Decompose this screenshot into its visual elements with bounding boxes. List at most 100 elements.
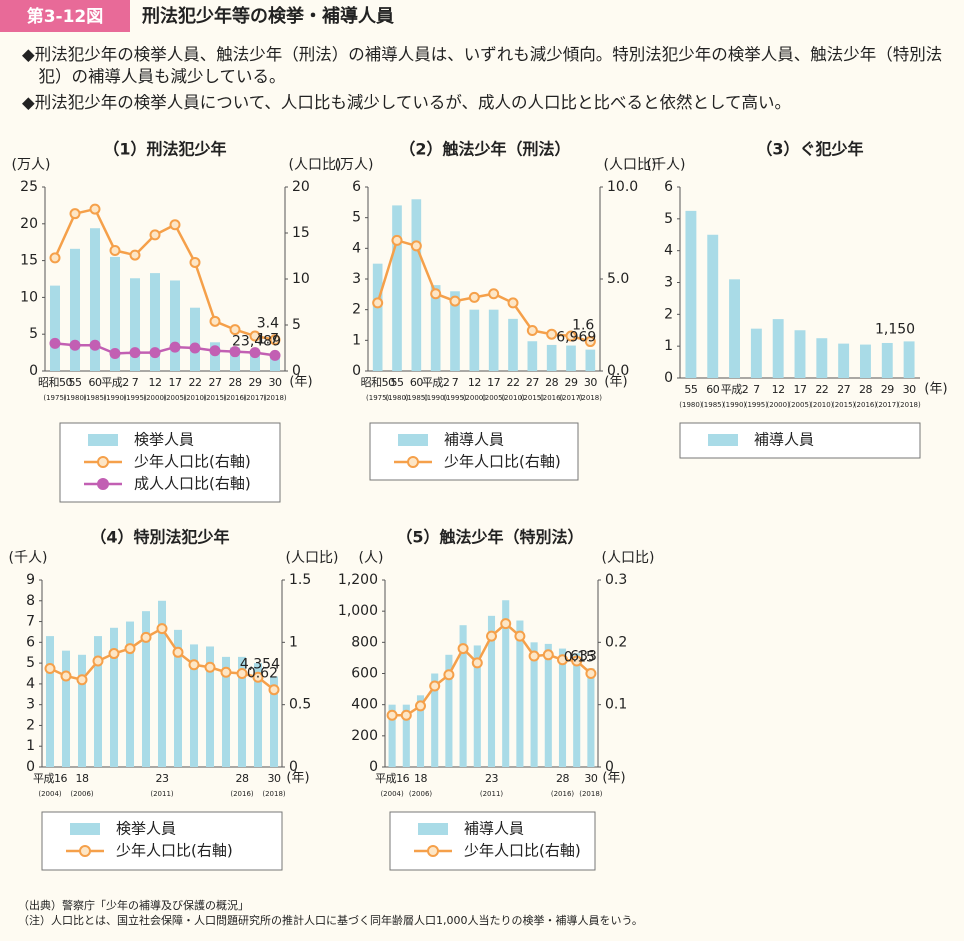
- line-marker: [571, 655, 583, 667]
- legend-swatch: [79, 845, 91, 857]
- bar: [372, 263, 383, 371]
- bar: [587, 668, 595, 767]
- x-tick-sublabel: (2016): [854, 401, 878, 409]
- x-tick-sublabel: (2004): [38, 790, 62, 798]
- bar: [729, 279, 740, 378]
- y-unit: (万人): [12, 157, 51, 173]
- value-label: 6,969: [556, 330, 596, 346]
- bar: [488, 309, 499, 371]
- bar: [707, 234, 719, 378]
- x-tick-label: 28: [236, 772, 249, 785]
- value-label: 1.7: [257, 331, 279, 347]
- bar: [750, 328, 762, 378]
- x-tick-label: 27: [526, 376, 539, 389]
- line-marker: [386, 709, 398, 721]
- bar: [206, 646, 214, 767]
- bar: [250, 351, 260, 371]
- line-marker: [220, 666, 232, 678]
- bar: [230, 347, 240, 371]
- y2-tick-label: 0.5: [289, 697, 311, 713]
- line-marker: [149, 229, 161, 241]
- line-marker: [108, 648, 120, 660]
- legend-label: 補導人員: [754, 431, 814, 449]
- x-tick-sublabel: (2017): [243, 394, 267, 402]
- y-tick-label: 600: [351, 666, 378, 682]
- x-tick-label: 28: [229, 376, 242, 389]
- x-tick-sublabel: (2016): [551, 790, 575, 798]
- line-marker: [468, 291, 480, 303]
- bullet: ◆刑法犯少年の検挙人員、触法少年（刑法）の補導人員は、いずれも減少傾向。特別法犯…: [22, 45, 943, 86]
- x-tick-label: 22: [189, 376, 202, 389]
- y-tick-label: 5: [352, 210, 361, 226]
- legend-swatch: [407, 456, 419, 468]
- line-marker: [507, 297, 519, 309]
- line-marker: [169, 341, 181, 353]
- x-tick-label: 17: [487, 376, 500, 389]
- line-marker: [372, 297, 384, 309]
- bar: [473, 645, 481, 767]
- x-tick-label: 55: [69, 376, 82, 389]
- y-tick-label: 6: [664, 179, 673, 195]
- x-unit: (年): [286, 771, 309, 786]
- bar: [90, 228, 100, 371]
- x-tick-sublabel: (2006): [70, 790, 94, 798]
- x-tick-sublabel: (1995): [745, 401, 769, 409]
- line-marker: [249, 347, 261, 359]
- line-marker: [156, 623, 168, 635]
- y-tick-label: 1,000: [338, 603, 378, 619]
- line-marker: [486, 630, 497, 642]
- line-marker: [69, 339, 81, 351]
- y2-tick-label: 0: [289, 759, 298, 775]
- x-tick-sublabel: (2016): [230, 790, 254, 798]
- x-tick-label: 23: [156, 772, 169, 785]
- bar: [487, 615, 496, 767]
- bar: [402, 704, 410, 767]
- legend-box: [41, 811, 283, 871]
- y-tick-label: 4: [26, 676, 35, 692]
- x-tick-sublabel: (1980): [385, 394, 409, 402]
- x-tick-sublabel: (2016): [540, 394, 564, 402]
- x-tick-sublabel: (1990): [723, 401, 747, 409]
- x-tick-label: 30: [269, 376, 282, 389]
- x-tick-sublabel: (1975): [366, 394, 390, 402]
- line-marker: [169, 219, 181, 231]
- line-marker: [89, 339, 101, 351]
- x-tick-label: 28: [545, 376, 558, 389]
- line-marker: [189, 256, 201, 268]
- y2-tick-label: 1.5: [289, 572, 311, 588]
- x-tick-sublabel: (2005): [482, 394, 506, 402]
- x-tick-label: 平成16: [33, 772, 67, 785]
- y2-unit: (人口比): [286, 550, 339, 566]
- value-label: 4,354: [240, 657, 280, 673]
- bar: [170, 280, 180, 371]
- legend-swatch: [97, 456, 109, 468]
- y-tick-label: 0: [664, 370, 673, 386]
- value-label: 23,489: [232, 334, 281, 350]
- y-tick-label: 8: [26, 593, 35, 609]
- value-label: 0.62: [247, 666, 278, 682]
- header-box: [0, 0, 130, 32]
- y-tick-label: 10: [20, 289, 38, 305]
- x-tick-sublabel: (2000): [143, 394, 167, 402]
- line-marker: [149, 347, 161, 359]
- x-tick-sublabel: (2011): [480, 790, 504, 798]
- x-tick-sublabel: (2005): [163, 394, 187, 402]
- x-tick-label: 22: [815, 383, 828, 396]
- x-tick-label: 平成16: [375, 772, 409, 785]
- line-marker: [528, 650, 540, 662]
- x-tick-label: 28: [556, 772, 569, 785]
- line-marker: [415, 700, 426, 712]
- x-tick-label: 29: [249, 376, 262, 389]
- line-marker: [109, 348, 121, 360]
- bullet: ◆刑法犯少年の検挙人員について、人口比も減少しているが、成人の人口比と比べると依…: [22, 93, 792, 112]
- bar: [126, 621, 134, 767]
- x-tick-sublabel: (2004): [380, 790, 404, 798]
- y2-tick-label: 20: [292, 179, 310, 195]
- line-marker: [69, 208, 81, 220]
- y-tick-label: 2: [664, 306, 673, 322]
- x-tick-sublabel: (2015): [832, 401, 856, 409]
- y-unit: (千人): [647, 157, 686, 173]
- line-marker: [457, 643, 469, 655]
- y-tick-label: 2: [352, 302, 361, 318]
- line-marker: [546, 328, 558, 340]
